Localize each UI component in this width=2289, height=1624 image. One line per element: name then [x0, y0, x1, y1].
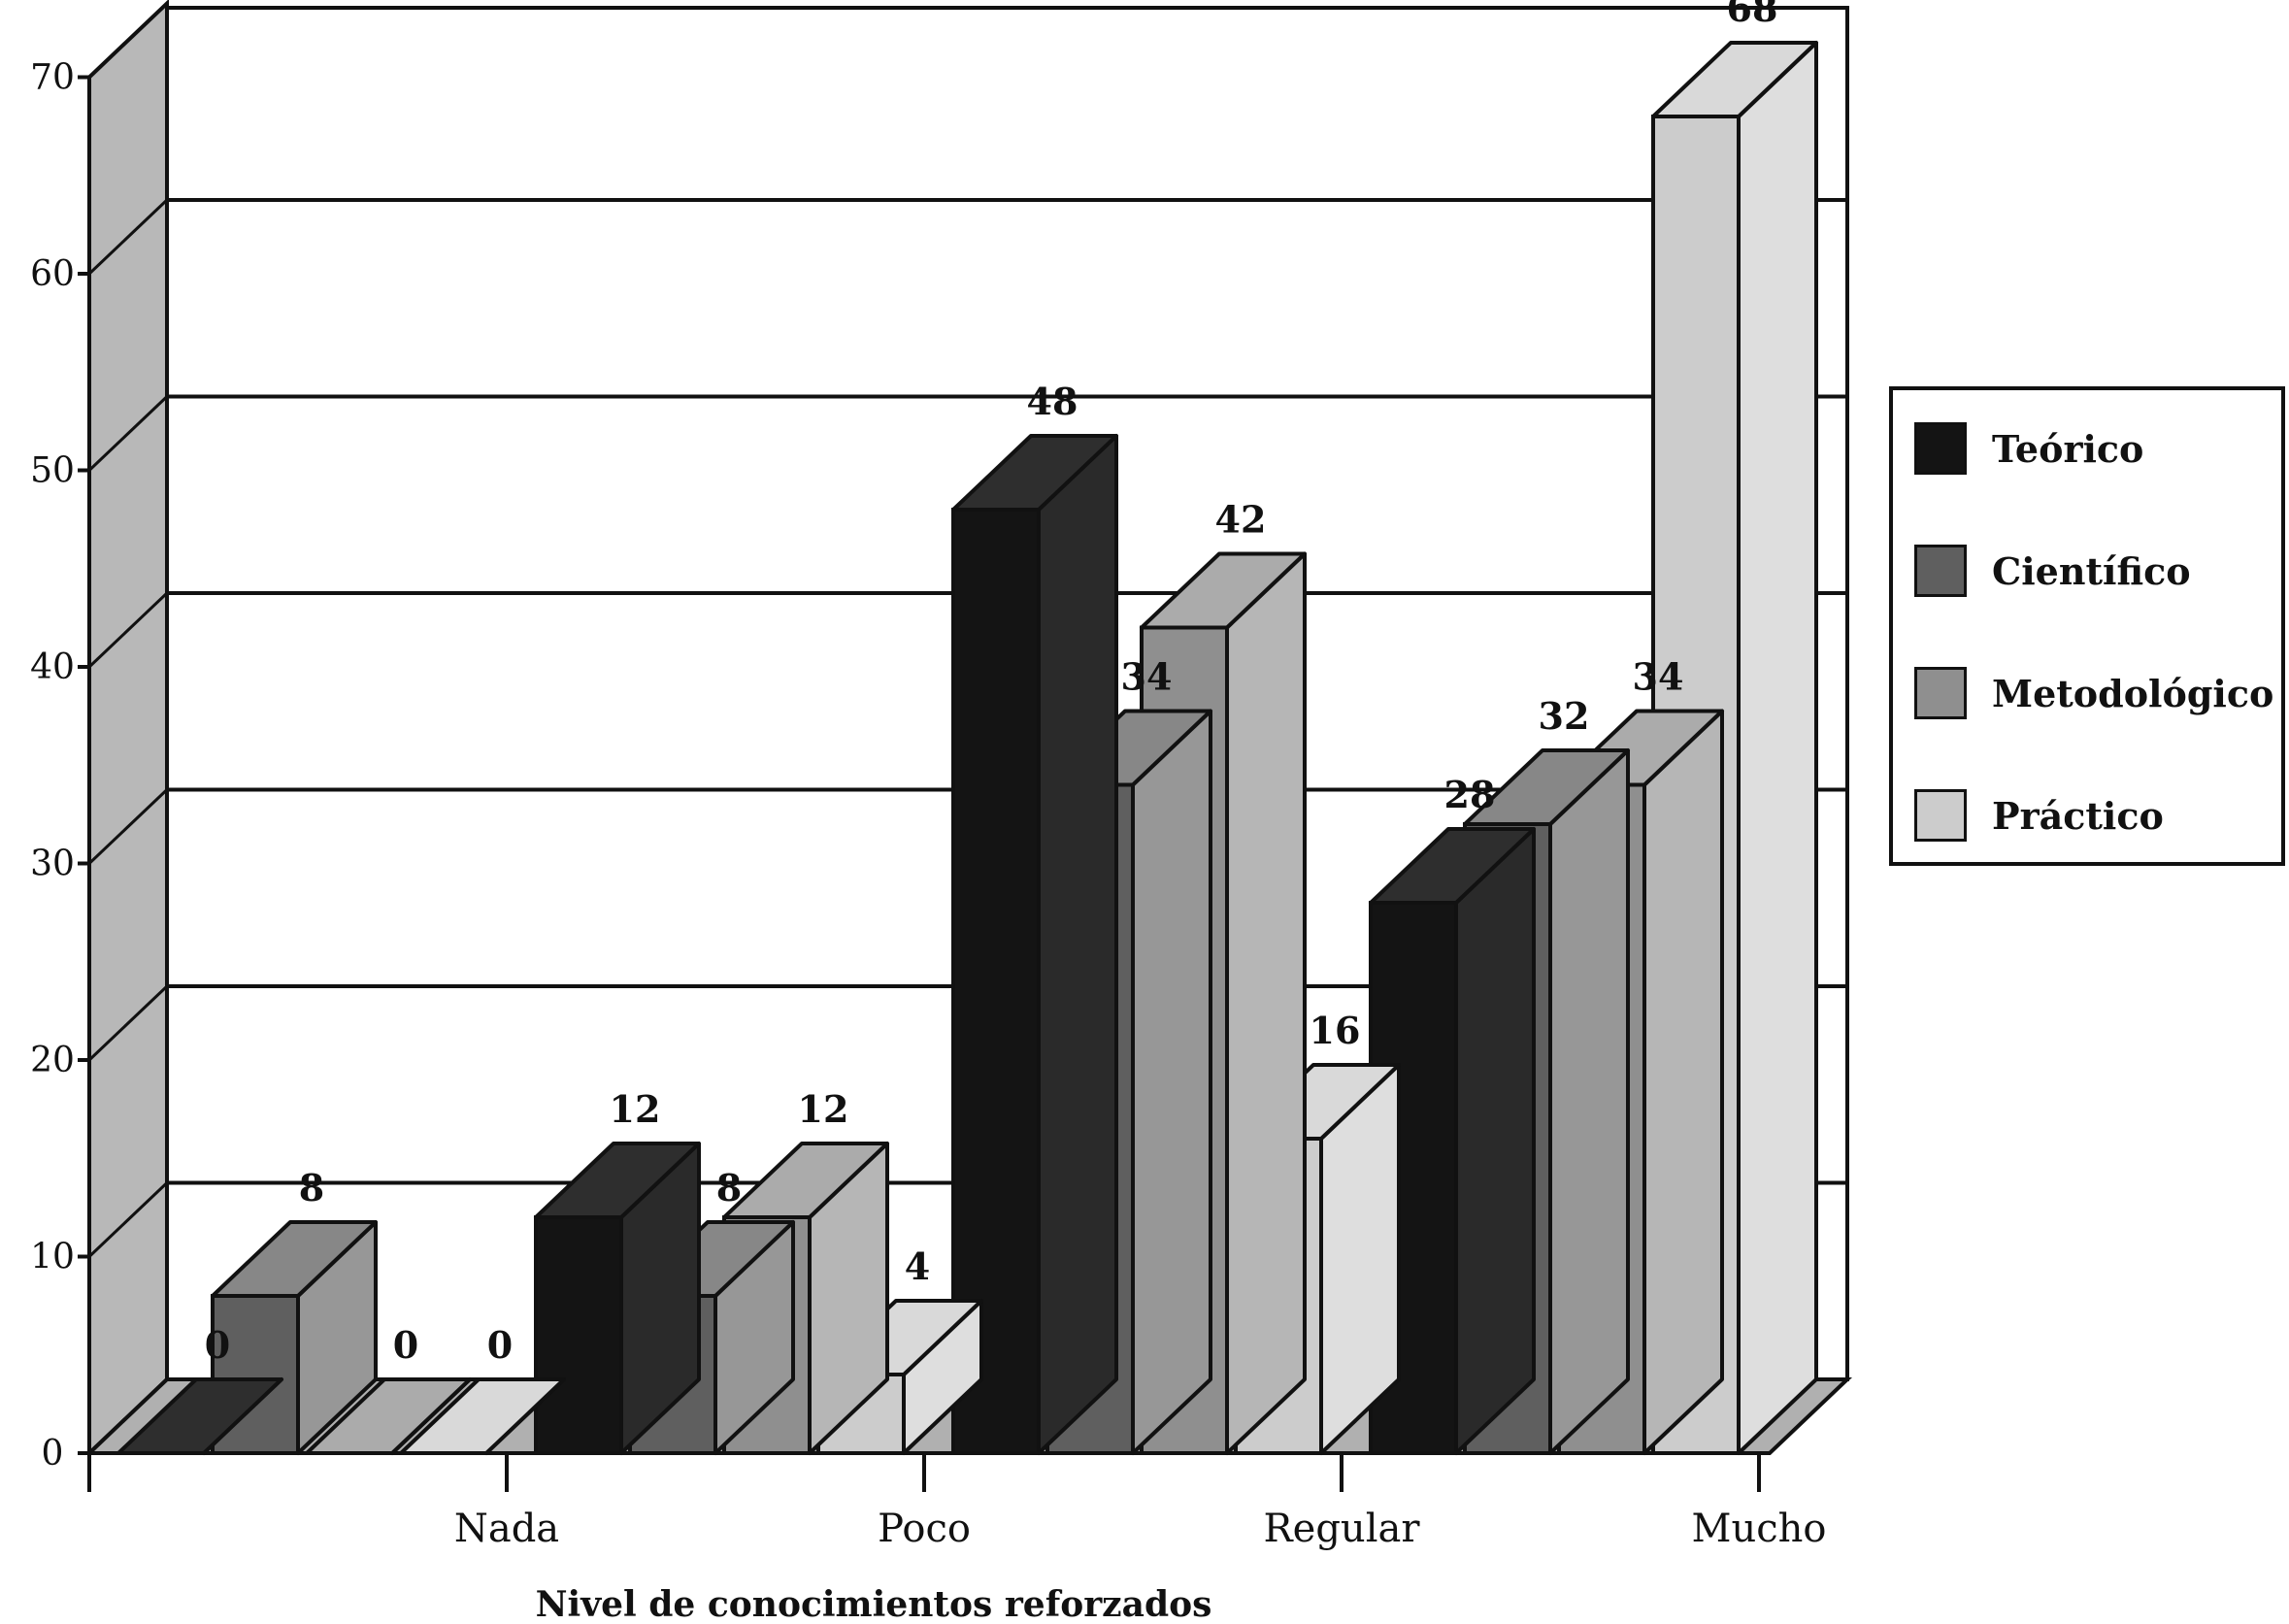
y-tick-label: 40	[30, 647, 75, 687]
y-tick-label: 50	[30, 451, 75, 491]
legend-swatch	[1914, 422, 1967, 475]
gridline-side	[87, 1181, 169, 1258]
legend-label: Práctico	[1992, 793, 2164, 838]
data-label: 8	[716, 1166, 742, 1210]
x-axis-title: Nivel de conocimientos reforzados	[536, 1584, 1212, 1624]
bar-side-face	[1454, 827, 1536, 1455]
bar-nada-3	[399, 1377, 566, 1455]
y-tick-label: 0	[42, 1434, 64, 1474]
legend-item: Práctico	[1914, 786, 2164, 845]
bar-top-face	[116, 1377, 283, 1455]
legend-item: Teórico	[1914, 419, 2143, 478]
y-tick-label: 30	[30, 845, 75, 884]
y-tick-label: 20	[30, 1041, 75, 1080]
x-tick-label: Mucho	[1692, 1507, 1827, 1551]
data-label: 12	[610, 1087, 661, 1131]
x-tick-label: Regular	[1264, 1507, 1421, 1551]
data-label: 48	[1027, 380, 1078, 423]
gridline-side	[87, 395, 169, 472]
legend-item: Metodológico	[1914, 664, 2273, 722]
legend-swatch	[1914, 667, 1967, 719]
data-labels: 68 34 32 28 16 42 34 48 4 12 8 12 0 0 8 0	[205, 0, 1778, 1367]
data-label: 0	[205, 1323, 230, 1367]
data-label: 4	[905, 1244, 930, 1288]
bar-nada-2	[305, 1377, 472, 1455]
data-label: 42	[1215, 498, 1267, 542]
data-label: 8	[299, 1166, 324, 1210]
y-tick-label: 70	[30, 58, 75, 98]
gridline-side	[87, 591, 169, 669]
bar-side-face	[1225, 551, 1307, 1455]
bar-side-face	[1037, 434, 1118, 1455]
data-label: 16	[1310, 1009, 1361, 1052]
bar-top-face	[305, 1377, 472, 1455]
legend-label: Teórico	[1992, 426, 2144, 471]
bar-poco-0	[534, 1142, 701, 1455]
bar-top-face	[399, 1377, 566, 1455]
data-label: 0	[487, 1323, 513, 1367]
data-label: 34	[1121, 655, 1173, 699]
gridline-side	[87, 984, 169, 1062]
gridline-side	[87, 788, 169, 865]
bar-side-face	[1642, 709, 1724, 1455]
data-label: 68	[1727, 0, 1778, 30]
data-label: 0	[393, 1323, 418, 1367]
legend-label: Metodológico	[1992, 671, 2274, 715]
data-label: 32	[1539, 694, 1590, 738]
bar-front-face	[951, 508, 1041, 1455]
x-tick-label: Nada	[454, 1507, 559, 1551]
bar-regular-0	[951, 434, 1118, 1455]
data-label: 34	[1633, 655, 1684, 699]
side-wall	[87, 0, 169, 1458]
bar-side-face	[1131, 709, 1212, 1455]
legend-swatch	[1914, 789, 1967, 842]
bar-nada-1	[211, 1220, 378, 1455]
bars	[116, 41, 1818, 1455]
legend-label: Científico	[1992, 548, 2191, 593]
y-tick-label: 60	[30, 254, 75, 294]
y-tick-label: 10	[30, 1238, 75, 1277]
bar-side-face	[1548, 748, 1630, 1455]
legend-item: Científico	[1914, 542, 2191, 600]
gridline-side	[87, 198, 169, 276]
data-label: 12	[798, 1087, 849, 1131]
bar-nada-0	[116, 1377, 283, 1455]
bar-front-face	[534, 1215, 623, 1455]
legend: Teórico Científico Metodológico Práctico	[1889, 386, 2285, 866]
x-tick-label: Poco	[878, 1507, 971, 1551]
bar-side-face	[1737, 41, 1818, 1455]
legend-swatch	[1914, 545, 1967, 597]
gridline-side	[87, 2, 169, 79]
data-label: 28	[1444, 773, 1496, 816]
